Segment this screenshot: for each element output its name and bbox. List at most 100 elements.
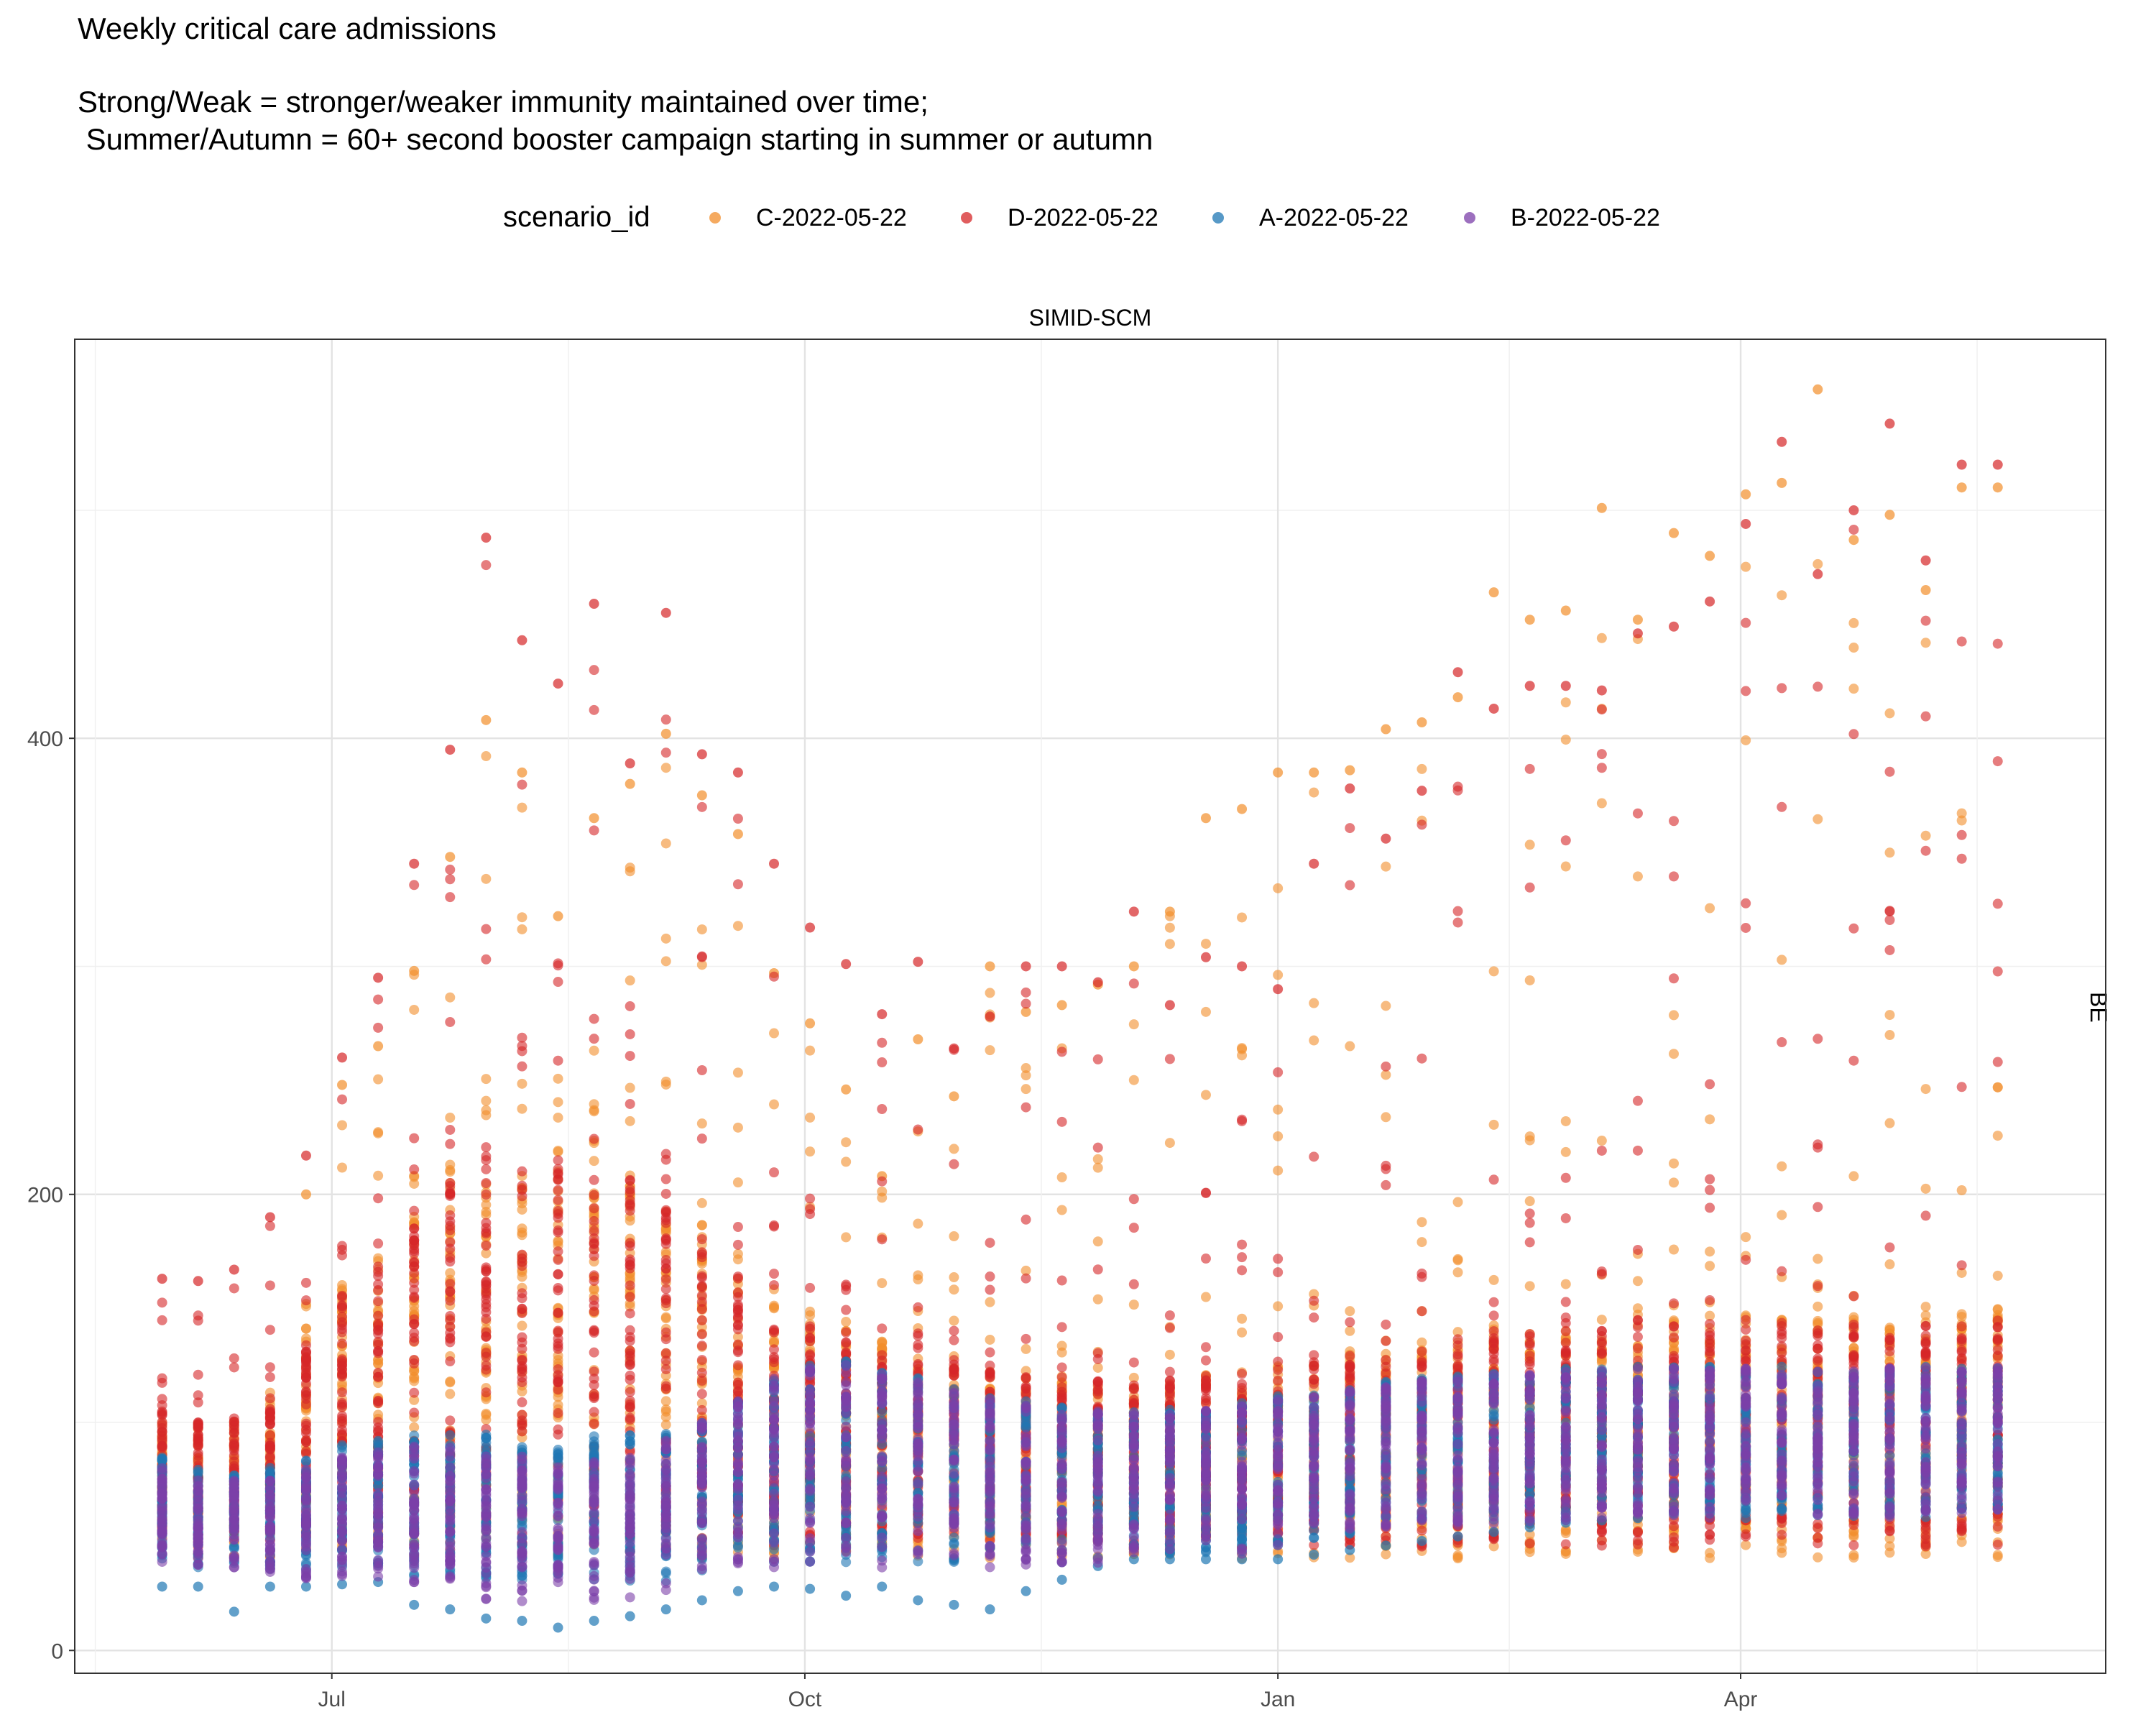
point-D-2022-05-22 [769, 1280, 780, 1291]
point-D-2022-05-22 [1705, 1294, 1715, 1305]
point-C-2022-05-22 [1560, 697, 1571, 708]
point-D-2022-05-22 [1128, 1380, 1139, 1391]
point-D-2022-05-22 [553, 1384, 563, 1395]
point-C-2022-05-22 [625, 778, 635, 789]
point-D-2022-05-22 [732, 813, 743, 824]
point-C-2022-05-22 [1056, 1340, 1067, 1351]
point-D-2022-05-22 [1345, 1360, 1355, 1371]
grid-lines [75, 339, 2106, 1673]
point-D-2022-05-22 [1128, 978, 1139, 989]
point-C-2022-05-22 [1705, 1310, 1715, 1321]
point-D-2022-05-22 [625, 1184, 635, 1195]
point-D-2022-05-22 [1452, 1340, 1463, 1351]
point-C-2022-05-22 [445, 1389, 456, 1399]
point-C-2022-05-22 [1309, 1035, 1319, 1046]
point-D-2022-05-22 [1705, 1318, 1715, 1329]
point-C-2022-05-22 [877, 1336, 888, 1347]
point-D-2022-05-22 [732, 1239, 743, 1250]
point-C-2022-05-22 [1956, 815, 1967, 826]
point-C-2022-05-22 [409, 1422, 420, 1432]
point-D-2022-05-22 [1669, 1542, 1680, 1552]
point-C-2022-05-22 [1705, 551, 1715, 561]
point-D-2022-05-22 [264, 1371, 275, 1382]
point-C-2022-05-22 [1741, 1232, 1751, 1243]
point-C-2022-05-22 [769, 1335, 780, 1346]
point-D-2022-05-22 [1200, 1342, 1211, 1353]
point-C-2022-05-22 [769, 1303, 780, 1314]
point-C-2022-05-22 [1381, 1549, 1391, 1560]
point-C-2022-05-22 [553, 1112, 563, 1123]
point-D-2022-05-22 [553, 960, 563, 971]
point-C-2022-05-22 [1956, 1267, 1967, 1278]
point-D-2022-05-22 [769, 1344, 780, 1355]
point-C-2022-05-22 [660, 1420, 671, 1430]
point-D-2022-05-22 [1309, 1295, 1319, 1306]
point-D-2022-05-22 [625, 758, 635, 769]
point-D-2022-05-22 [589, 1225, 599, 1236]
point-D-2022-05-22 [696, 1355, 707, 1366]
point-C-2022-05-22 [949, 1091, 959, 1102]
point-D-2022-05-22 [373, 972, 384, 983]
point-C-2022-05-22 [1992, 482, 2003, 493]
point-C-2022-05-22 [589, 1156, 599, 1167]
point-C-2022-05-22 [1812, 558, 1823, 569]
point-D-2022-05-22 [1560, 1338, 1571, 1348]
point-D-2022-05-22 [553, 1213, 563, 1223]
point-D-2022-05-22 [1560, 835, 1571, 846]
point-C-2022-05-22 [1956, 482, 1967, 493]
point-D-2022-05-22 [1777, 801, 1787, 812]
point-C-2022-05-22 [1777, 477, 1787, 488]
point-D-2022-05-22 [481, 560, 492, 571]
point-D-2022-05-22 [1524, 681, 1535, 691]
point-C-2022-05-22 [1777, 590, 1787, 601]
point-D-2022-05-22 [1273, 1267, 1284, 1278]
point-D-2022-05-22 [481, 1264, 492, 1275]
point-D-2022-05-22 [1812, 1202, 1823, 1213]
point-C-2022-05-22 [1200, 1090, 1211, 1100]
point-C-2022-05-22 [1705, 1246, 1715, 1257]
point-C-2022-05-22 [1237, 804, 1248, 814]
point-D-2022-05-22 [1596, 1325, 1607, 1336]
point-D-2022-05-22 [517, 1303, 528, 1314]
point-D-2022-05-22 [805, 1204, 816, 1215]
point-C-2022-05-22 [337, 1162, 348, 1173]
point-D-2022-05-22 [157, 1440, 167, 1451]
point-D-2022-05-22 [1381, 1319, 1391, 1330]
point-C-2022-05-22 [1021, 1070, 1031, 1081]
data-points [157, 384, 2003, 1633]
point-D-2022-05-22 [553, 1184, 563, 1195]
point-C-2022-05-22 [1992, 1270, 2003, 1281]
point-C-2022-05-22 [409, 1004, 420, 1015]
point-D-2022-05-22 [1992, 898, 2003, 909]
point-C-2022-05-22 [300, 1189, 311, 1200]
point-D-2022-05-22 [157, 1427, 167, 1438]
point-D-2022-05-22 [553, 1164, 563, 1174]
point-D-2022-05-22 [1021, 998, 1031, 1009]
point-C-2022-05-22 [985, 961, 995, 972]
point-C-2022-05-22 [1884, 1547, 1895, 1558]
point-D-2022-05-22 [732, 1287, 743, 1298]
point-C-2022-05-22 [660, 933, 671, 944]
point-C-2022-05-22 [517, 924, 528, 934]
point-D-2022-05-22 [409, 1261, 420, 1272]
point-D-2022-05-22 [193, 1450, 203, 1461]
point-D-2022-05-22 [1992, 1315, 2003, 1326]
point-C-2022-05-22 [841, 1232, 852, 1243]
point-D-2022-05-22 [877, 1323, 888, 1334]
point-D-2022-05-22 [589, 665, 599, 676]
point-C-2022-05-22 [949, 1272, 959, 1283]
point-D-2022-05-22 [1560, 1350, 1571, 1361]
point-C-2022-05-22 [1273, 883, 1284, 893]
point-D-2022-05-22 [409, 1133, 420, 1144]
legend-label-a: A-2022-05-22 [1259, 204, 1409, 231]
point-D-2022-05-22 [373, 1193, 384, 1204]
point-D-2022-05-22 [337, 1244, 348, 1255]
point-D-2022-05-22 [1884, 1242, 1895, 1253]
point-D-2022-05-22 [877, 1037, 888, 1048]
legend-label-c: C-2022-05-22 [756, 204, 907, 231]
point-C-2022-05-22 [1956, 1185, 1967, 1196]
point-C-2022-05-22 [625, 862, 635, 873]
point-D-2022-05-22 [1741, 518, 1751, 529]
point-D-2022-05-22 [517, 1364, 528, 1375]
